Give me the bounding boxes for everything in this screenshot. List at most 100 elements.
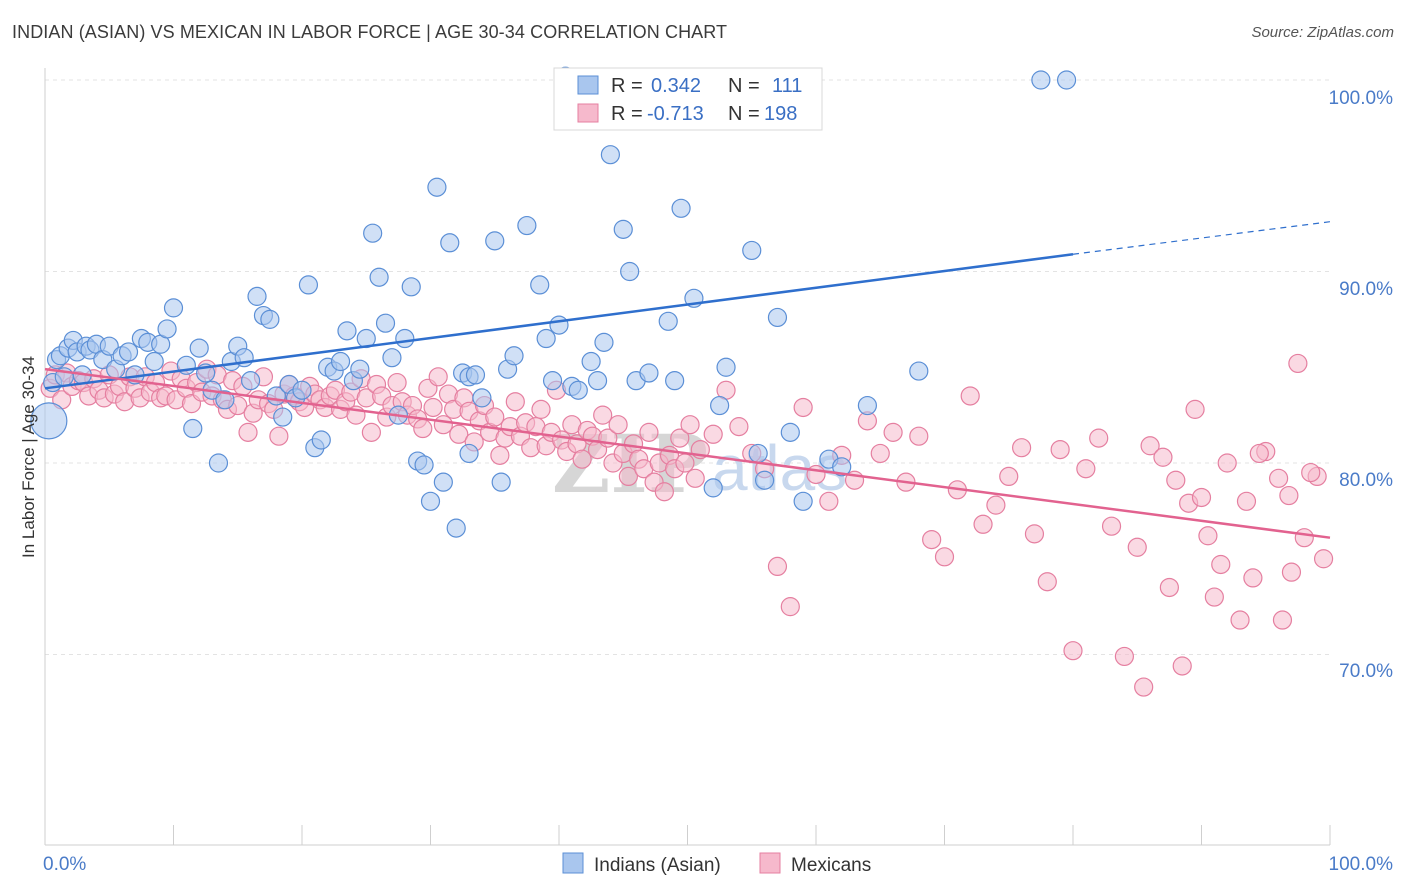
mexican-point — [1243, 568, 1263, 588]
trend-line-mexicans — [44, 367, 1331, 539]
indian-point — [620, 261, 640, 282]
x-axis-ticks — [173, 825, 1331, 845]
mexican-point — [685, 468, 705, 488]
mexican-point — [1037, 572, 1057, 592]
indian-point — [395, 328, 415, 349]
indian-point — [1031, 70, 1051, 90]
legend-n-value-mexicans: 198 — [764, 103, 797, 125]
indian-point — [183, 418, 203, 439]
mexican-point — [505, 392, 525, 412]
indian-point — [658, 311, 678, 331]
mexican-point — [819, 491, 839, 511]
mexican-point — [870, 443, 890, 464]
mexican-point — [572, 449, 592, 469]
indian-point — [742, 240, 762, 261]
indian-point — [330, 351, 351, 372]
indian-point — [446, 518, 466, 538]
mexican-point — [1127, 537, 1147, 557]
mexican-point — [608, 415, 628, 435]
mexican-point — [1140, 436, 1160, 456]
mexican-point — [793, 397, 813, 418]
mexican-point — [593, 405, 613, 425]
indian-point — [157, 319, 177, 339]
mexican-point — [1050, 439, 1070, 460]
y-axis-title: In Labor Force | Age 30-34 — [19, 356, 38, 558]
mexican-point — [973, 514, 993, 534]
mexican-point — [1288, 353, 1308, 374]
indian-point — [241, 371, 261, 391]
mexican-point — [1230, 610, 1250, 630]
indian-point — [1056, 70, 1077, 90]
mexican-point — [639, 422, 659, 442]
mexican-point — [1249, 443, 1269, 464]
mexican-point — [1279, 485, 1299, 506]
mexican-point — [1281, 562, 1302, 582]
watermark-atlas: atlas — [712, 432, 847, 504]
indian-point — [273, 407, 293, 427]
indian-point — [639, 363, 659, 383]
indian-point — [748, 443, 768, 464]
indian-point — [472, 388, 492, 408]
mexican-point — [780, 597, 800, 617]
indian-point — [163, 298, 184, 318]
legend: R = 0.342 N = 111 R = -0.713 N = 198 — [553, 67, 823, 131]
mexican-point — [1101, 516, 1122, 536]
mexican-point — [934, 547, 955, 567]
indian-point — [665, 371, 685, 391]
mexican-point — [670, 428, 690, 448]
indian-point — [710, 395, 730, 416]
mexican-point — [767, 556, 788, 577]
mexican-point — [960, 386, 980, 406]
indian-point — [401, 277, 421, 297]
mexican-point — [1198, 526, 1218, 546]
mexican-point — [1268, 468, 1289, 488]
mexican-point — [654, 482, 674, 502]
mexican-point — [1294, 528, 1314, 548]
chart-title: INDIAN (ASIAN) VS MEXICAN IN LABOR FORCE… — [12, 22, 728, 42]
indian-point — [671, 198, 691, 218]
mexican-point — [485, 407, 505, 427]
mexican-point — [806, 464, 826, 485]
indian-point — [536, 328, 556, 349]
mexican-point — [1166, 470, 1186, 490]
indian-point — [491, 472, 511, 492]
mexican-point — [618, 466, 638, 487]
mexican-point — [675, 453, 695, 473]
mexican-point — [1236, 491, 1257, 511]
indian-point — [485, 231, 505, 251]
indian-point — [767, 307, 788, 328]
mexican-point — [1204, 587, 1224, 607]
indian-point — [414, 455, 434, 475]
indian-point — [215, 390, 235, 410]
indian-point — [260, 309, 280, 329]
indian-point — [587, 371, 608, 391]
indian-point — [594, 332, 614, 352]
indian-point — [247, 286, 267, 306]
trend-line-indians-extension — [1072, 221, 1331, 255]
legend-box — [553, 67, 823, 131]
bottom-legend-label-mexicans: Mexicans — [791, 855, 871, 876]
mexican-point — [428, 367, 448, 387]
trend-lines — [44, 221, 1331, 539]
mexican-point — [1272, 610, 1293, 630]
legend-swatch-indians — [577, 75, 599, 95]
bottom-legend: Indians (Asian) Mexicans — [562, 852, 871, 876]
y-tick-label-90: 90.0% — [1339, 279, 1393, 300]
x-tick-label-max: 100.0% — [1329, 854, 1394, 875]
indian-point — [440, 233, 460, 253]
legend-r-label-mexicans: R = — [611, 103, 643, 125]
indian-point — [465, 365, 486, 385]
mexican-point — [703, 424, 723, 444]
mexican-point — [1011, 438, 1032, 458]
indian-point — [504, 346, 524, 366]
x-tick-label-min: 0.0% — [43, 854, 86, 875]
mexican-point — [1153, 447, 1173, 467]
indian-point — [363, 223, 383, 243]
indian-point — [433, 472, 453, 492]
mexican-point — [729, 417, 749, 437]
indian-point — [30, 402, 68, 440]
bottom-legend-swatch-mexicans — [759, 852, 781, 874]
mexican-point — [361, 422, 381, 442]
mexican-point — [490, 445, 510, 465]
